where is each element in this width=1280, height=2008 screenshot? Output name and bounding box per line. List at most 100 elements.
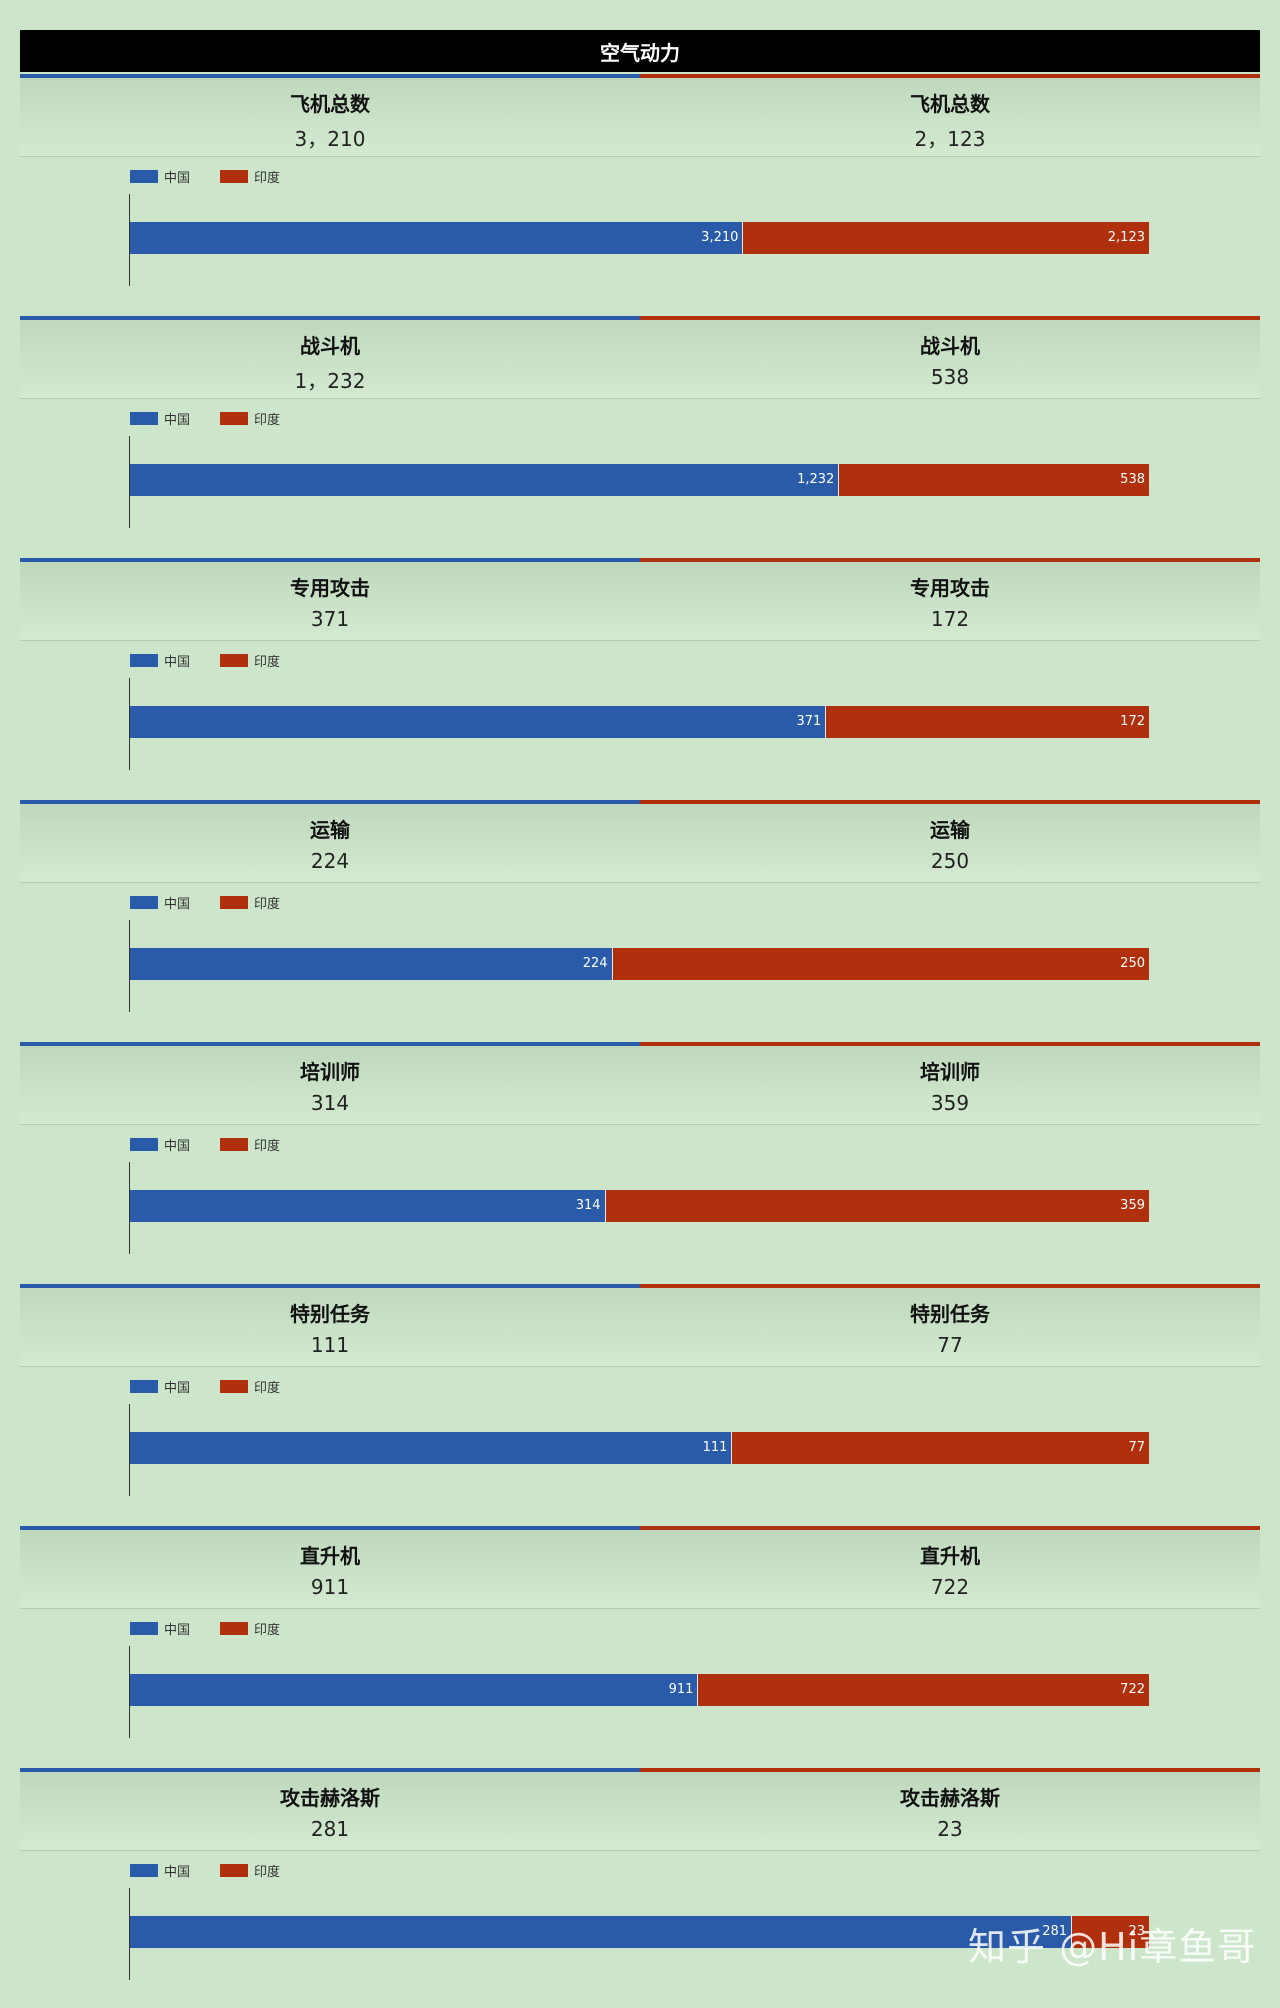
legend-label-india: 印度 <box>254 896 281 912</box>
china-swatch <box>130 1621 158 1635</box>
china-data-label: 1,232 <box>797 472 835 487</box>
stacked-bar: 111 77 <box>130 1432 1149 1464</box>
india-column: 运输 250 <box>640 804 1260 882</box>
china-accent-line <box>20 1768 640 1772</box>
comparison-section: 战斗机 1，232 战斗机 538 中国 印度 <box>20 316 1260 556</box>
comparison-section: 运输 224 运输 250 中国 印度 <box>20 800 1260 1040</box>
legend-label-china: 中国 <box>164 170 191 186</box>
legend-item-india: 印度 <box>220 1619 280 1638</box>
india-count: 172 <box>930 607 970 631</box>
chart-legend: 中国 印度 <box>130 1619 310 1638</box>
china-count: 911 <box>310 1575 350 1599</box>
china-bar-segment: 1,232 <box>130 464 840 496</box>
china-column: 直升机 911 <box>20 1530 640 1608</box>
legend-item-china: 中国 <box>130 651 190 670</box>
india-category-label: 飞机总数 <box>910 92 990 116</box>
china-bar-segment: 281 <box>130 1916 1073 1948</box>
chart-legend: 中国 印度 <box>130 651 310 670</box>
legend-label-india: 印度 <box>254 170 281 186</box>
china-category-label: 培训师 <box>300 1060 360 1084</box>
stacked-bar: 1,232 538 <box>130 464 1149 496</box>
chart-legend: 中国 印度 <box>130 1861 310 1880</box>
india-bar-segment: 2,123 <box>743 222 1149 254</box>
india-count: 23 <box>937 1817 963 1841</box>
india-accent-line <box>640 1526 1260 1530</box>
india-count: 250 <box>930 849 970 873</box>
india-accent-line <box>640 316 1260 320</box>
y-axis-line <box>129 920 130 1012</box>
china-column: 飞机总数 3，210 <box>20 78 640 156</box>
india-data-label: 172 <box>1120 714 1145 729</box>
legend-label-india: 印度 <box>254 1864 281 1880</box>
section-header: 直升机 911 直升机 722 <box>20 1530 1260 1609</box>
india-accent-line <box>640 1768 1260 1772</box>
legend-label-china: 中国 <box>164 1138 191 1154</box>
india-category-label: 培训师 <box>920 1060 980 1084</box>
section-header: 专用攻击 371 专用攻击 172 <box>20 562 1260 641</box>
stacked-bar: 911 722 <box>130 1674 1149 1706</box>
india-data-label: 359 <box>1120 1198 1145 1213</box>
china-swatch <box>130 1379 158 1393</box>
india-data-label: 722 <box>1120 1682 1145 1697</box>
india-column: 培训师 359 <box>640 1046 1260 1124</box>
chart-legend: 中国 印度 <box>130 167 310 186</box>
section-header: 攻击赫洛斯 281 攻击赫洛斯 23 <box>20 1772 1260 1851</box>
legend-label-china: 中国 <box>164 896 191 912</box>
china-bar-segment: 314 <box>130 1190 606 1222</box>
legend-label-india: 印度 <box>254 654 281 670</box>
china-bar-segment: 371 <box>130 706 827 738</box>
india-accent-line <box>640 74 1260 78</box>
legend-item-china: 中国 <box>130 1135 190 1154</box>
stacked-bar: 281 23 <box>130 1916 1149 1948</box>
india-column: 攻击赫洛斯 23 <box>640 1772 1260 1850</box>
legend-item-china: 中国 <box>130 409 190 428</box>
y-axis-line <box>129 1646 130 1738</box>
china-swatch <box>130 895 158 909</box>
legend-item-china: 中国 <box>130 893 190 912</box>
legend-item-india: 印度 <box>220 167 280 186</box>
india-data-label: 2,123 <box>1107 230 1145 245</box>
comparison-section: 直升机 911 直升机 722 中国 印度 <box>20 1526 1260 1766</box>
china-column: 专用攻击 371 <box>20 562 640 640</box>
china-count: 281 <box>310 1817 350 1841</box>
legend-label-india: 印度 <box>254 412 281 428</box>
china-column: 攻击赫洛斯 281 <box>20 1772 640 1850</box>
india-swatch <box>220 895 249 909</box>
china-accent-line <box>20 1284 640 1288</box>
india-data-label: 77 <box>1128 1440 1145 1455</box>
china-accent-line <box>20 800 640 804</box>
india-accent-line <box>640 1042 1260 1046</box>
india-bar-segment: 250 <box>612 948 1149 980</box>
china-swatch <box>130 1137 158 1151</box>
china-count: 1，232 <box>294 369 366 393</box>
india-column: 直升机 722 <box>640 1530 1260 1608</box>
china-category-label: 直升机 <box>300 1544 360 1568</box>
y-axis-line <box>129 436 130 528</box>
china-data-label: 371 <box>796 714 822 729</box>
india-category-label: 特别任务 <box>910 1302 990 1326</box>
stacked-bar: 371 172 <box>130 706 1149 738</box>
india-column: 飞机总数 2，123 <box>640 78 1260 156</box>
china-bar-segment: 3,210 <box>130 222 744 254</box>
india-count: 538 <box>930 365 970 389</box>
section-header: 运输 224 运输 250 <box>20 804 1260 883</box>
comparison-section: 飞机总数 3，210 飞机总数 2，123 中国 印度 <box>20 74 1260 314</box>
india-bar-segment: 172 <box>826 706 1149 738</box>
india-column: 专用攻击 172 <box>640 562 1260 640</box>
china-data-label: 281 <box>1042 1924 1068 1939</box>
legend-label-china: 中国 <box>164 412 191 428</box>
india-bar-segment: 359 <box>605 1190 1149 1222</box>
china-category-label: 飞机总数 <box>290 92 370 116</box>
india-bar-segment: 23 <box>1072 1916 1149 1948</box>
china-swatch <box>130 1863 158 1877</box>
india-swatch <box>220 653 249 667</box>
chart-legend: 中国 印度 <box>130 1135 310 1154</box>
legend-item-india: 印度 <box>220 1861 280 1880</box>
china-bar-segment: 111 <box>130 1432 733 1464</box>
stacked-bar: 314 359 <box>130 1190 1149 1222</box>
section-header: 特别任务 111 特别任务 77 <box>20 1288 1260 1367</box>
legend-item-india: 印度 <box>220 409 280 428</box>
china-category-label: 攻击赫洛斯 <box>280 1786 380 1810</box>
china-column: 战斗机 1，232 <box>20 320 640 398</box>
china-column: 运输 224 <box>20 804 640 882</box>
